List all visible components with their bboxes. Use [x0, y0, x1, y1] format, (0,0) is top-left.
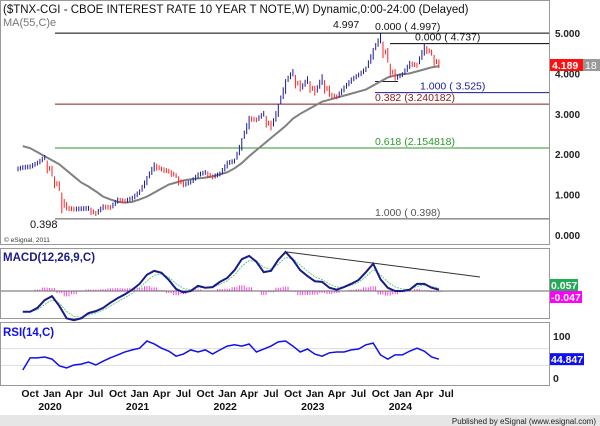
x-axis-month: Apr [65, 388, 83, 400]
price-axis-tick: 3.000 [555, 110, 580, 121]
x-axis-month: Jan [393, 388, 411, 400]
ma55-line [22, 65, 440, 204]
rsi-value-box [550, 353, 584, 366]
macd-signal-value-box [550, 279, 578, 291]
macd-trendline [286, 251, 481, 278]
x-axis-year: 2023 [301, 401, 325, 413]
x-axis-month: Jul [439, 388, 454, 400]
published-by: Published by eSignal (www.esignal.com) [452, 417, 596, 426]
x-axis-month: Jan [218, 388, 236, 400]
copyright: © eSignal, 2011 [4, 236, 50, 244]
ma-legend: MA(55,C)e [3, 17, 56, 29]
price-axis-tick: 0.000 [555, 231, 580, 242]
macd-signal-line [22, 256, 440, 318]
x-axis-month: Oct [372, 388, 390, 400]
x-axis-month: Apr [240, 388, 258, 400]
x-axis-month: Apr [152, 388, 170, 400]
last-price-suffix-box [583, 59, 600, 71]
x-axis-month: Jan [131, 388, 149, 400]
macd-panel-frame [0, 248, 550, 319]
price-axis-tick: 5.000 [555, 29, 580, 40]
fib-label: 1.000 ( 3.525) [420, 81, 485, 93]
fib-label: 0.382 (3.240182) [375, 92, 455, 104]
low-point-label: 0.398 [30, 219, 58, 231]
x-axis-month: Apr [415, 388, 433, 400]
rsi-legend: RSI(14,C) [3, 327, 54, 339]
macd-histogram-value: -0.047 [551, 292, 581, 304]
macd-signal-value: 0.057 [551, 280, 577, 292]
fib-label: 0.000 ( 4.997) [375, 21, 440, 33]
price-axis-tick: 4.000 [555, 69, 580, 80]
x-axis-month: Jul [263, 388, 278, 400]
x-axis-month: Jan [306, 388, 324, 400]
x-axis-year: 2020 [38, 401, 62, 413]
x-axis-month: Jan [43, 388, 61, 400]
x-axis-month: Oct [197, 388, 215, 400]
rsi-axis-tick: 100 [553, 331, 571, 343]
x-axis-month: Apr [328, 388, 346, 400]
rsi-value: 44.847 [551, 354, 583, 366]
high-point-label: 4.997 [333, 19, 359, 31]
price-panel-frame [0, 0, 550, 245]
macd-histogram-value-box [550, 291, 582, 303]
x-axis-year: 2021 [126, 401, 150, 413]
price-axis-tick: 2.000 [555, 150, 580, 161]
x-axis-month: Jul [176, 388, 191, 400]
footer-bar [0, 415, 600, 426]
x-axis-month: Oct [21, 388, 39, 400]
x-axis-month: Jul [88, 388, 103, 400]
macd-line [22, 250, 440, 322]
rsi-line [22, 340, 440, 371]
rsi-axis-tick: 0 [553, 373, 559, 385]
macd-legend: MACD(12,26,9,C) [3, 252, 95, 264]
x-axis-month: Oct [109, 388, 127, 400]
last-price-label: 4.189 [552, 60, 578, 72]
x-axis-year: 2022 [214, 401, 238, 413]
rsi-panel-frame [0, 322, 550, 386]
last-price-box [550, 59, 583, 71]
x-axis-month: Oct [284, 388, 302, 400]
fib-label: 0.000 ( 4.737) [415, 32, 480, 44]
last-price-suffix: 18 [585, 60, 597, 72]
x-axis-month: Jul [351, 388, 366, 400]
chart-title: ($TNX-CGI - CBOE INTEREST RATE 10 YEAR T… [3, 4, 469, 16]
fib-label: 0.618 (2.154818) [375, 136, 455, 148]
price-axis-tick: 1.000 [555, 191, 580, 202]
fib-label: 1.000 ( 0.398) [375, 207, 440, 219]
x-axis-year: 2024 [389, 401, 413, 413]
